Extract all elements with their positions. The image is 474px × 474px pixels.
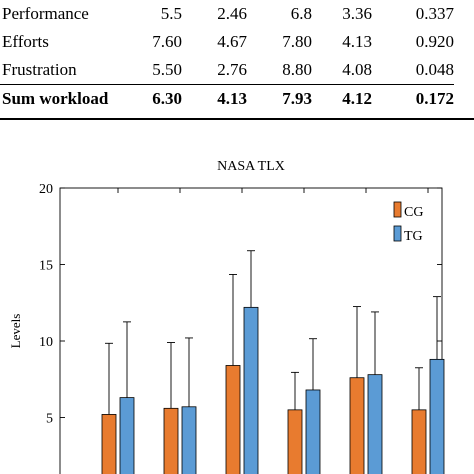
bar-tg <box>429 358 445 474</box>
statistics-table-section: Performance 5.5 2.46 6.8 3.36 0.337 Efforts 7.6… <box>0 0 474 125</box>
row-label: Sum workload <box>0 84 122 113</box>
table-cell: 5.50 <box>152 60 182 79</box>
legend-swatch-tg <box>393 225 402 242</box>
legend-swatch-cg <box>393 201 402 218</box>
table-bottom-rule <box>0 118 474 120</box>
table-cell: 7.80 <box>282 32 312 51</box>
bar-cg <box>101 414 117 474</box>
bar-tg <box>181 406 197 474</box>
table-cell: 5.5 <box>160 4 182 23</box>
y-tick-label: 15 <box>39 259 53 274</box>
table-cell: 4.12 <box>312 84 372 113</box>
table-cell: 7.93 <box>247 84 312 113</box>
table-cell: 0.337 <box>415 4 454 23</box>
table-row: Efforts 7.60 4.67 7.80 4.13 0.920 <box>0 28 454 56</box>
bar-cg <box>411 409 427 474</box>
table-cell: 6.8 <box>290 4 312 23</box>
row-label: Efforts <box>2 32 49 51</box>
bar-cg <box>163 407 179 474</box>
bar-tg <box>243 306 259 474</box>
bar-tg <box>305 389 321 474</box>
table-cell: 0.048 <box>415 60 454 79</box>
bar-tg <box>119 397 135 474</box>
table-cell: 3.36 <box>342 4 372 23</box>
nasa-tlx-chart: NASA TLX 5 10 15 20 Levels CG TG <box>8 159 445 474</box>
table-cell: 0.172 <box>372 84 454 113</box>
row-label: Frustration <box>2 60 77 79</box>
table-cell: 2.46 <box>217 4 247 23</box>
y-axis-label: Levels <box>8 314 23 349</box>
bar-cg <box>225 365 241 474</box>
legend-label-tg: TG <box>404 229 423 244</box>
table-cell: 4.13 <box>342 32 372 51</box>
table-row: Performance 5.5 2.46 6.8 3.36 0.337 <box>0 0 454 28</box>
legend-label-cg: CG <box>404 205 423 220</box>
chart-title: NASA TLX <box>217 159 285 174</box>
row-label: Performance <box>2 4 89 23</box>
table-cell: 0.920 <box>415 32 454 51</box>
bar-cg <box>349 377 365 474</box>
table-cell: 4.13 <box>182 84 247 113</box>
table-cell: 6.30 <box>122 84 182 113</box>
bar-cg <box>287 409 303 474</box>
statistics-table: Performance 5.5 2.46 6.8 3.36 0.337 Efforts 7.6… <box>0 0 454 113</box>
y-tick-label: 5 <box>46 412 53 427</box>
table-row: Frustration 5.50 2.76 8.80 4.08 0.048 <box>0 56 454 85</box>
bar-tg <box>367 374 383 474</box>
table-cell: 2.76 <box>217 60 247 79</box>
table-cell: 4.67 <box>217 32 247 51</box>
table-cell: 4.08 <box>342 60 372 79</box>
table-row-sum: Sum workload 6.30 4.13 7.93 4.12 0.172 <box>0 84 454 113</box>
table-cell: 8.80 <box>282 60 312 79</box>
y-tick-label: 20 <box>39 182 53 197</box>
table-cell: 7.60 <box>152 32 182 51</box>
y-tick-label: 10 <box>39 335 53 350</box>
